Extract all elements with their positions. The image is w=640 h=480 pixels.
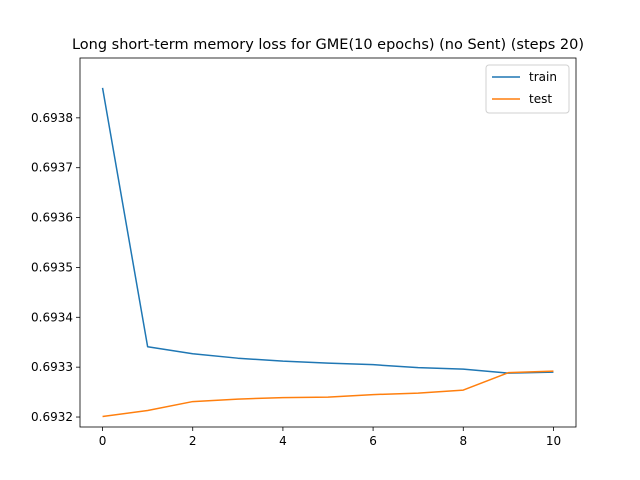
y-tick-label: 0.6932 [31,410,73,424]
y-axis: 0.6932 0.6933 0.6934 0.6935 0.6936 0.6937 0.69… [31,111,80,424]
series-line-test [102,370,554,418]
y-tick-label: 0.6933 [31,360,73,374]
series-layer [101,87,554,418]
y-tick-label: 0.6938 [31,111,73,125]
legend-label-train: train [529,70,557,84]
chart-title: Long short-term memory loss for GME(10 e… [72,37,584,53]
x-tick-label: 0 [99,434,107,448]
x-tick-label: 6 [369,434,377,448]
y-tick-label: 0.6936 [31,211,73,225]
y-tick-label: 0.6935 [31,260,73,274]
y-tick-label: 0.6934 [31,310,73,324]
legend: train test [485,64,570,114]
x-axis: 0 2 4 6 8 10 [99,427,561,448]
legend-label-test: test [529,92,552,106]
plot-frame [79,57,577,428]
y-tick-label: 0.6937 [31,161,73,175]
x-tick-label: 2 [189,434,197,448]
x-tick-label: 10 [546,434,561,448]
x-tick-label: 4 [279,434,287,448]
series-line-train [101,87,554,374]
x-tick-label: 8 [459,434,467,448]
